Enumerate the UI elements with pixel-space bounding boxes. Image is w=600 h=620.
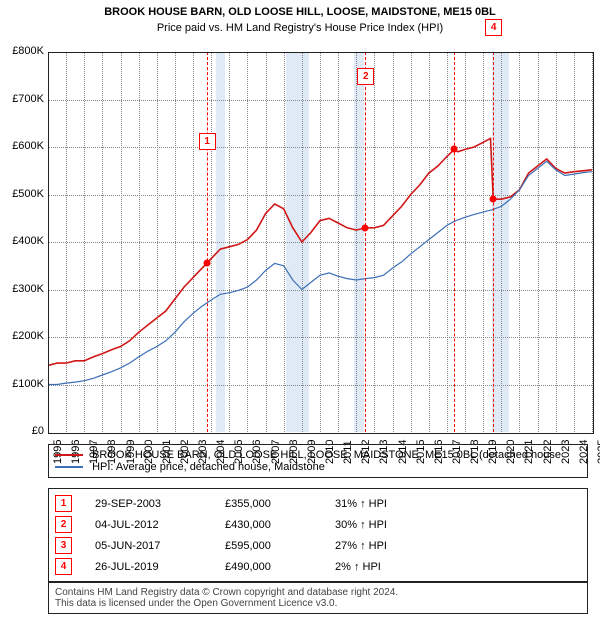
- y-axis-label: £800K: [0, 45, 44, 57]
- y-axis-label: £100K: [0, 378, 44, 390]
- row-price: £595,000: [225, 540, 335, 552]
- row-marker: 2: [55, 516, 72, 533]
- legend: BROOK HOUSE BARN, OLD LOOSE HILL, LOOSE,…: [48, 444, 588, 478]
- row-marker: 3: [55, 537, 72, 554]
- y-axis-label: £200K: [0, 330, 44, 342]
- legend-item: BROOK HOUSE BARN, OLD LOOSE HILL, LOOSE,…: [55, 449, 581, 461]
- chart-subtitle: Price paid vs. HM Land Registry's House …: [0, 22, 600, 34]
- row-price: £355,000: [225, 498, 335, 510]
- row-price: £490,000: [225, 561, 335, 573]
- y-axis-label: £600K: [0, 140, 44, 152]
- legend-label-property: BROOK HOUSE BARN, OLD LOOSE HILL, LOOSE,…: [92, 449, 561, 461]
- legend-swatch-hpi: [55, 466, 83, 468]
- credit-box: Contains HM Land Registry data © Crown c…: [48, 582, 588, 614]
- row-date: 26-JUL-2019: [95, 561, 225, 573]
- row-price: £430,000: [225, 519, 335, 531]
- y-axis-label: £0: [0, 425, 44, 437]
- legend-swatch-property: [55, 454, 83, 456]
- chart-title: BROOK HOUSE BARN, OLD LOOSE HILL, LOOSE,…: [0, 6, 600, 18]
- row-marker: 4: [55, 558, 72, 575]
- table-row: 2 04-JUL-2012£430,00030% ↑ HPI: [55, 514, 581, 535]
- x-axis-label: 2025: [596, 440, 600, 464]
- credit-line-1: Contains HM Land Registry data © Crown c…: [55, 587, 581, 598]
- chart-plot: 1234: [48, 52, 592, 432]
- legend-item: HPI: Average price, detached house, Maid…: [55, 461, 581, 473]
- table-row: 3 05-JUN-2017£595,00027% ↑ HPI: [55, 535, 581, 556]
- credit-line-2: This data is licensed under the Open Gov…: [55, 598, 581, 609]
- row-date: 05-JUN-2017: [95, 540, 225, 552]
- table-row: 4 26-JUL-2019£490,0002% ↑ HPI: [55, 556, 581, 577]
- marker-label: 4: [485, 19, 502, 36]
- y-axis-label: £700K: [0, 93, 44, 105]
- table-row: 1 29-SEP-2003£355,00031% ↑ HPI: [55, 493, 581, 514]
- row-marker: 1: [55, 495, 72, 512]
- y-axis-label: £500K: [0, 188, 44, 200]
- row-pct: 2% ↑ HPI: [335, 561, 455, 573]
- plot-border: [48, 52, 594, 434]
- legend-label-hpi: HPI: Average price, detached house, Maid…: [92, 461, 325, 473]
- row-pct: 31% ↑ HPI: [335, 498, 455, 510]
- sales-table: 1 29-SEP-2003£355,00031% ↑ HPI 2 04-JUL-201…: [48, 488, 588, 582]
- row-date: 04-JUL-2012: [95, 519, 225, 531]
- row-pct: 27% ↑ HPI: [335, 540, 455, 552]
- row-pct: 30% ↑ HPI: [335, 519, 455, 531]
- row-date: 29-SEP-2003: [95, 498, 225, 510]
- y-axis-label: £400K: [0, 235, 44, 247]
- y-axis-label: £300K: [0, 283, 44, 295]
